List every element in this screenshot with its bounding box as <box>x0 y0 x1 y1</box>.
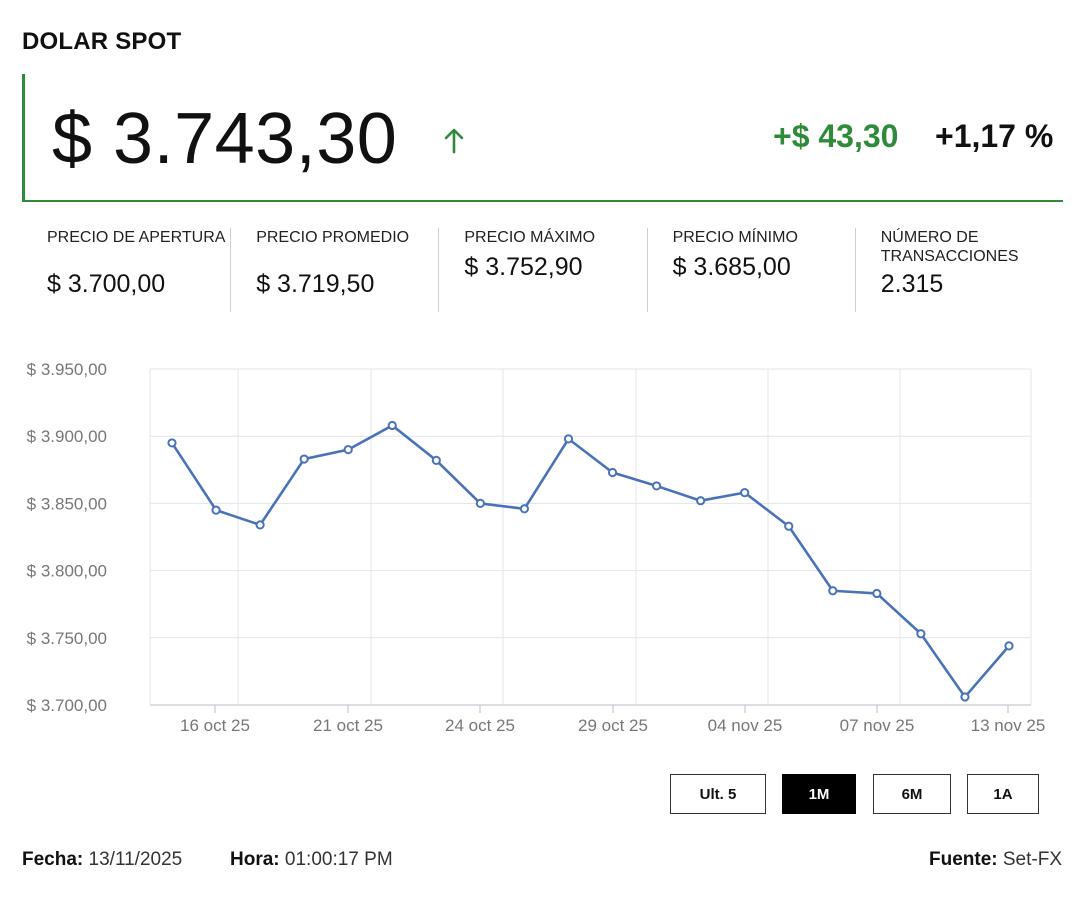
date-label: Fecha: <box>22 849 84 870</box>
footer-source: Fuente: Set-FX <box>929 849 1062 871</box>
x-tick-label: 04 nov 25 <box>708 716 783 735</box>
data-point[interactable] <box>696 496 706 506</box>
data-point[interactable] <box>211 505 221 515</box>
y-tick-label: $ 3.800,00 <box>27 562 107 581</box>
x-tick-label: 21 oct 25 <box>313 716 383 735</box>
stat-max-price: PRECIO MÁXIMO $ 3.752,90 <box>438 228 646 312</box>
stat-label: PRECIO MÍNIMO <box>672 229 798 246</box>
stat-value: $ 3.719,50 <box>256 270 375 298</box>
stat-value: 2.315 <box>880 270 944 298</box>
stat-min-price: PRECIO MÍNIMO $ 3.685,00 <box>646 228 855 312</box>
stat-value: $ 3.700,00 <box>47 270 166 298</box>
stat-transactions: NÚMERO DE TRANSACCIONES 2.315 <box>854 228 1063 312</box>
x-tick-label: 29 oct 25 <box>578 716 648 735</box>
x-tick-label: 07 nov 25 <box>840 716 915 735</box>
data-point[interactable] <box>387 420 397 431</box>
stats-row: PRECIO DE APERTURA $ 3.700,00 PRECIO PRO… <box>22 228 1063 312</box>
price-panel: $ 3.743,30 +$ 43,30 +1,17 % <box>22 74 1063 202</box>
range-button-6m[interactable]: 6M <box>873 774 951 814</box>
data-point[interactable] <box>1004 641 1014 651</box>
price-line-chart: $ 3.950,00 $ 3.900,00 $ 3.850,00 $ 3.800,00… <box>27 360 1046 735</box>
price-change: +$ 43,30 <box>773 118 899 154</box>
data-point[interactable] <box>431 455 441 465</box>
data-point[interactable] <box>651 481 662 491</box>
x-tick-label: 16 oct 25 <box>180 716 250 735</box>
data-point[interactable] <box>475 498 485 508</box>
data-point[interactable] <box>916 629 926 639</box>
stat-value: $ 3.685,00 <box>672 253 791 281</box>
y-tick-label: $ 3.750,00 <box>27 629 107 648</box>
y-tick-label: $ 3.900,00 <box>27 427 107 446</box>
data-point[interactable] <box>784 521 794 531</box>
price-change-percent: +1,17 % <box>935 118 1054 154</box>
data-point[interactable] <box>167 438 177 448</box>
range-button-1m[interactable]: 1M <box>782 774 856 814</box>
time-value: 01:00:17 PM <box>284 849 393 870</box>
stat-opening-price: PRECIO DE APERTURA $ 3.700,00 <box>22 228 230 312</box>
data-point[interactable] <box>960 692 970 702</box>
data-point[interactable] <box>872 588 882 599</box>
time-label: Hora: <box>230 849 280 870</box>
data-point[interactable] <box>299 454 309 464</box>
y-tick-label: $ 3.950,00 <box>27 360 107 379</box>
source-value: Set-FX <box>1002 849 1062 870</box>
page-title: DOLAR SPOT <box>22 28 182 55</box>
stat-label: PRECIO DE APERTURA <box>47 229 226 246</box>
stat-average-price: PRECIO PROMEDIO $ 3.719,50 <box>230 228 438 312</box>
data-point[interactable] <box>519 504 530 514</box>
data-point[interactable] <box>343 445 353 455</box>
data-point[interactable] <box>828 586 838 596</box>
y-tick-label: $ 3.850,00 <box>27 494 107 513</box>
data-point[interactable] <box>255 520 265 530</box>
stat-label: PRECIO PROMEDIO <box>256 229 410 246</box>
series-line <box>170 424 1010 699</box>
stat-label: NÚMERO DE TRANSACCIONES <box>880 229 1019 265</box>
footer-time: Hora: 01:00:17 PM <box>230 849 393 871</box>
data-point[interactable] <box>607 467 618 478</box>
range-button-1a[interactable]: 1A <box>967 774 1039 814</box>
stat-label: PRECIO MÁXIMO <box>464 229 596 246</box>
range-selector: Ult. 5 1M 6M 1A <box>0 774 1080 814</box>
source-label: Fuente: <box>928 849 998 870</box>
data-point[interactable] <box>740 488 750 498</box>
y-tick-label: $ 3.700,00 <box>27 696 107 715</box>
range-button-ult5[interactable]: Ult. 5 <box>670 774 766 814</box>
date-value: 13/11/2025 <box>88 849 183 870</box>
stat-value: $ 3.752,90 <box>464 253 583 281</box>
data-point[interactable] <box>563 434 574 444</box>
x-tick-label: 13 nov 25 <box>971 716 1046 735</box>
arrow-up-icon <box>444 128 464 154</box>
footer-date: Fecha: 13/11/2025 <box>22 849 182 871</box>
x-tick-label: 24 oct 25 <box>445 716 515 735</box>
current-price: $ 3.743,30 <box>52 99 398 179</box>
